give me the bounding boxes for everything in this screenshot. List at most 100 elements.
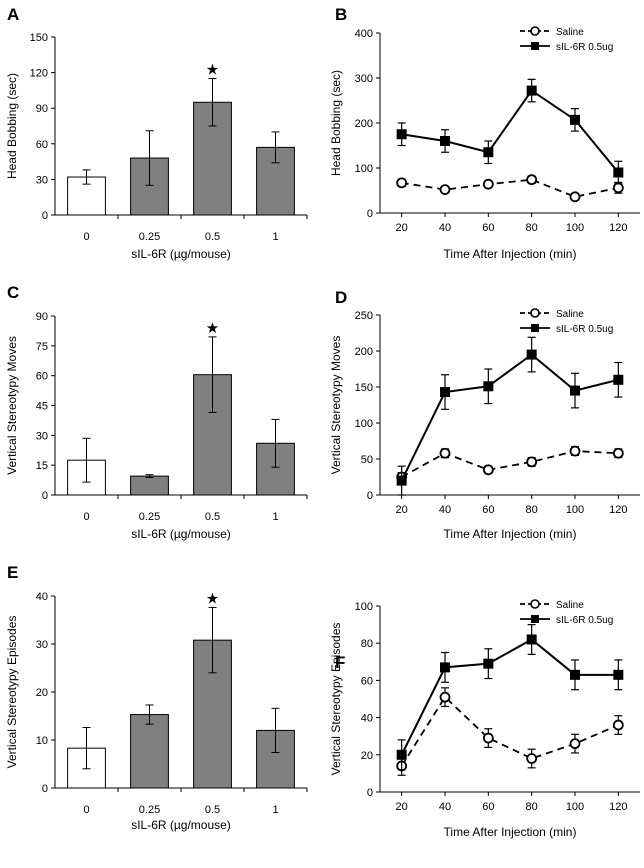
y-tick-label: 40 <box>361 713 373 725</box>
y-tick-label: 150 <box>355 382 373 394</box>
panel-label: A <box>7 5 19 24</box>
data-point-square <box>396 129 407 140</box>
y-tick-label: 45 <box>36 401 48 413</box>
x-axis-title: sIL-6R (µg/mouse) <box>131 527 231 541</box>
x-tick-label: 0.25 <box>139 804 160 816</box>
x-axis-title: sIL-6R (µg/mouse) <box>131 247 231 261</box>
y-tick-label: 90 <box>36 311 48 323</box>
data-point-circle <box>439 184 451 196</box>
legend-label: sIL-6R 0.5ug <box>556 615 613 626</box>
legend-marker-square <box>531 615 539 623</box>
y-tick-label: 120 <box>30 68 48 80</box>
y-tick-label: 60 <box>36 371 48 383</box>
y-tick-label: 0 <box>367 490 373 502</box>
bar <box>130 475 169 496</box>
data-point-square <box>440 387 450 398</box>
x-tick-label: 100 <box>566 504 584 516</box>
x-tick-label: 0 <box>83 511 89 523</box>
x-tick-label: 0.25 <box>139 231 160 243</box>
series-line <box>400 638 619 756</box>
y-tick-label: 60 <box>36 139 48 151</box>
y-axis-title: Head Bobbing (sec) <box>329 70 343 176</box>
legend-marker-circle <box>530 308 540 318</box>
data-point-square <box>526 349 537 360</box>
x-tick-label: 60 <box>482 504 494 516</box>
y-tick-label: 30 <box>36 639 48 651</box>
y-tick-label: 60 <box>361 675 373 687</box>
data-point-circle <box>569 738 581 750</box>
data-point-square <box>440 136 450 146</box>
legend-marker-circle <box>530 599 540 609</box>
panel-label: B <box>335 5 347 24</box>
bar <box>193 101 232 216</box>
data-point-circle <box>612 447 624 459</box>
y-tick-label: 0 <box>367 208 373 220</box>
x-tick-label: 100 <box>566 222 584 234</box>
y-tick-label: 10 <box>36 735 48 747</box>
x-tick-label: 40 <box>439 222 451 234</box>
y-tick-label: 15 <box>36 460 48 472</box>
x-tick-label: 0.5 <box>205 804 220 816</box>
data-point-square <box>613 167 624 178</box>
significance-star-icon: ★ <box>206 590 219 608</box>
x-tick-label: 20 <box>396 222 408 234</box>
y-axis-title: Vertical Stereotypy Episodes <box>329 623 343 776</box>
x-tick-label: 60 <box>482 222 494 234</box>
y-tick-label: 0 <box>42 783 48 795</box>
y-tick-label: 0 <box>42 210 48 222</box>
y-tick-label: 75 <box>36 341 48 353</box>
data-point-square <box>613 669 624 680</box>
x-tick-label: 80 <box>526 504 538 516</box>
y-tick-label: 400 <box>355 28 373 40</box>
x-axis-title: sIL-6R (µg/mouse) <box>131 818 231 832</box>
panel-C: C 0 15 30 45 60 75 90 Vertical Stereotypy Moves s… <box>5 283 308 541</box>
y-tick-label: 200 <box>355 118 373 130</box>
y-tick-label: 90 <box>36 103 48 115</box>
data-point-square <box>483 381 494 392</box>
y-tick-label: 20 <box>36 687 48 699</box>
data-point-circle <box>569 445 581 457</box>
bar <box>130 714 169 789</box>
y-tick-label: 30 <box>36 430 48 442</box>
x-tick-label: 40 <box>439 504 451 516</box>
legend-label: sIL-6R 0.5ug <box>556 324 613 335</box>
y-tick-label: 200 <box>355 346 373 358</box>
y-tick-label: 40 <box>36 591 48 603</box>
panel-B: B 0 100 200 300 400 Head Bobbing (sec) Time Aft… <box>329 5 640 261</box>
y-tick-label: 0 <box>367 787 373 799</box>
data-point-square <box>483 147 494 158</box>
x-tick-label: 1 <box>272 804 278 816</box>
data-point-circle <box>526 174 538 186</box>
y-tick-label: 150 <box>30 32 48 44</box>
x-tick-label: 120 <box>609 801 627 813</box>
data-point-circle <box>482 732 494 744</box>
data-point-square <box>483 658 494 669</box>
y-tick-label: 50 <box>361 454 373 466</box>
legend-marker-circle <box>530 26 540 36</box>
series-line <box>400 353 619 482</box>
x-tick-label: 100 <box>566 801 584 813</box>
data-point-square <box>570 385 580 396</box>
legend-marker-square <box>531 324 539 332</box>
y-tick-label: 30 <box>36 174 48 186</box>
x-tick-label: 0.5 <box>205 231 220 243</box>
y-tick-label: 0 <box>42 490 48 502</box>
y-tick-label: 80 <box>361 638 373 650</box>
panel-label: F <box>335 653 345 672</box>
y-tick-label: 100 <box>355 418 373 430</box>
significance-star-icon: ★ <box>206 61 219 79</box>
data-point-circle <box>612 719 624 731</box>
series-line <box>401 178 619 198</box>
data-point-circle <box>482 178 494 190</box>
x-tick-label: 20 <box>396 801 408 813</box>
data-point-circle <box>482 464 494 476</box>
x-tick-label: 60 <box>482 801 494 813</box>
data-point-square <box>570 114 580 125</box>
panel-label: E <box>7 563 18 582</box>
x-tick-label: 0 <box>83 804 89 816</box>
data-point-circle <box>569 191 581 203</box>
data-point-square <box>526 634 537 645</box>
x-tick-label: 80 <box>526 222 538 234</box>
data-point-circle <box>439 691 451 703</box>
